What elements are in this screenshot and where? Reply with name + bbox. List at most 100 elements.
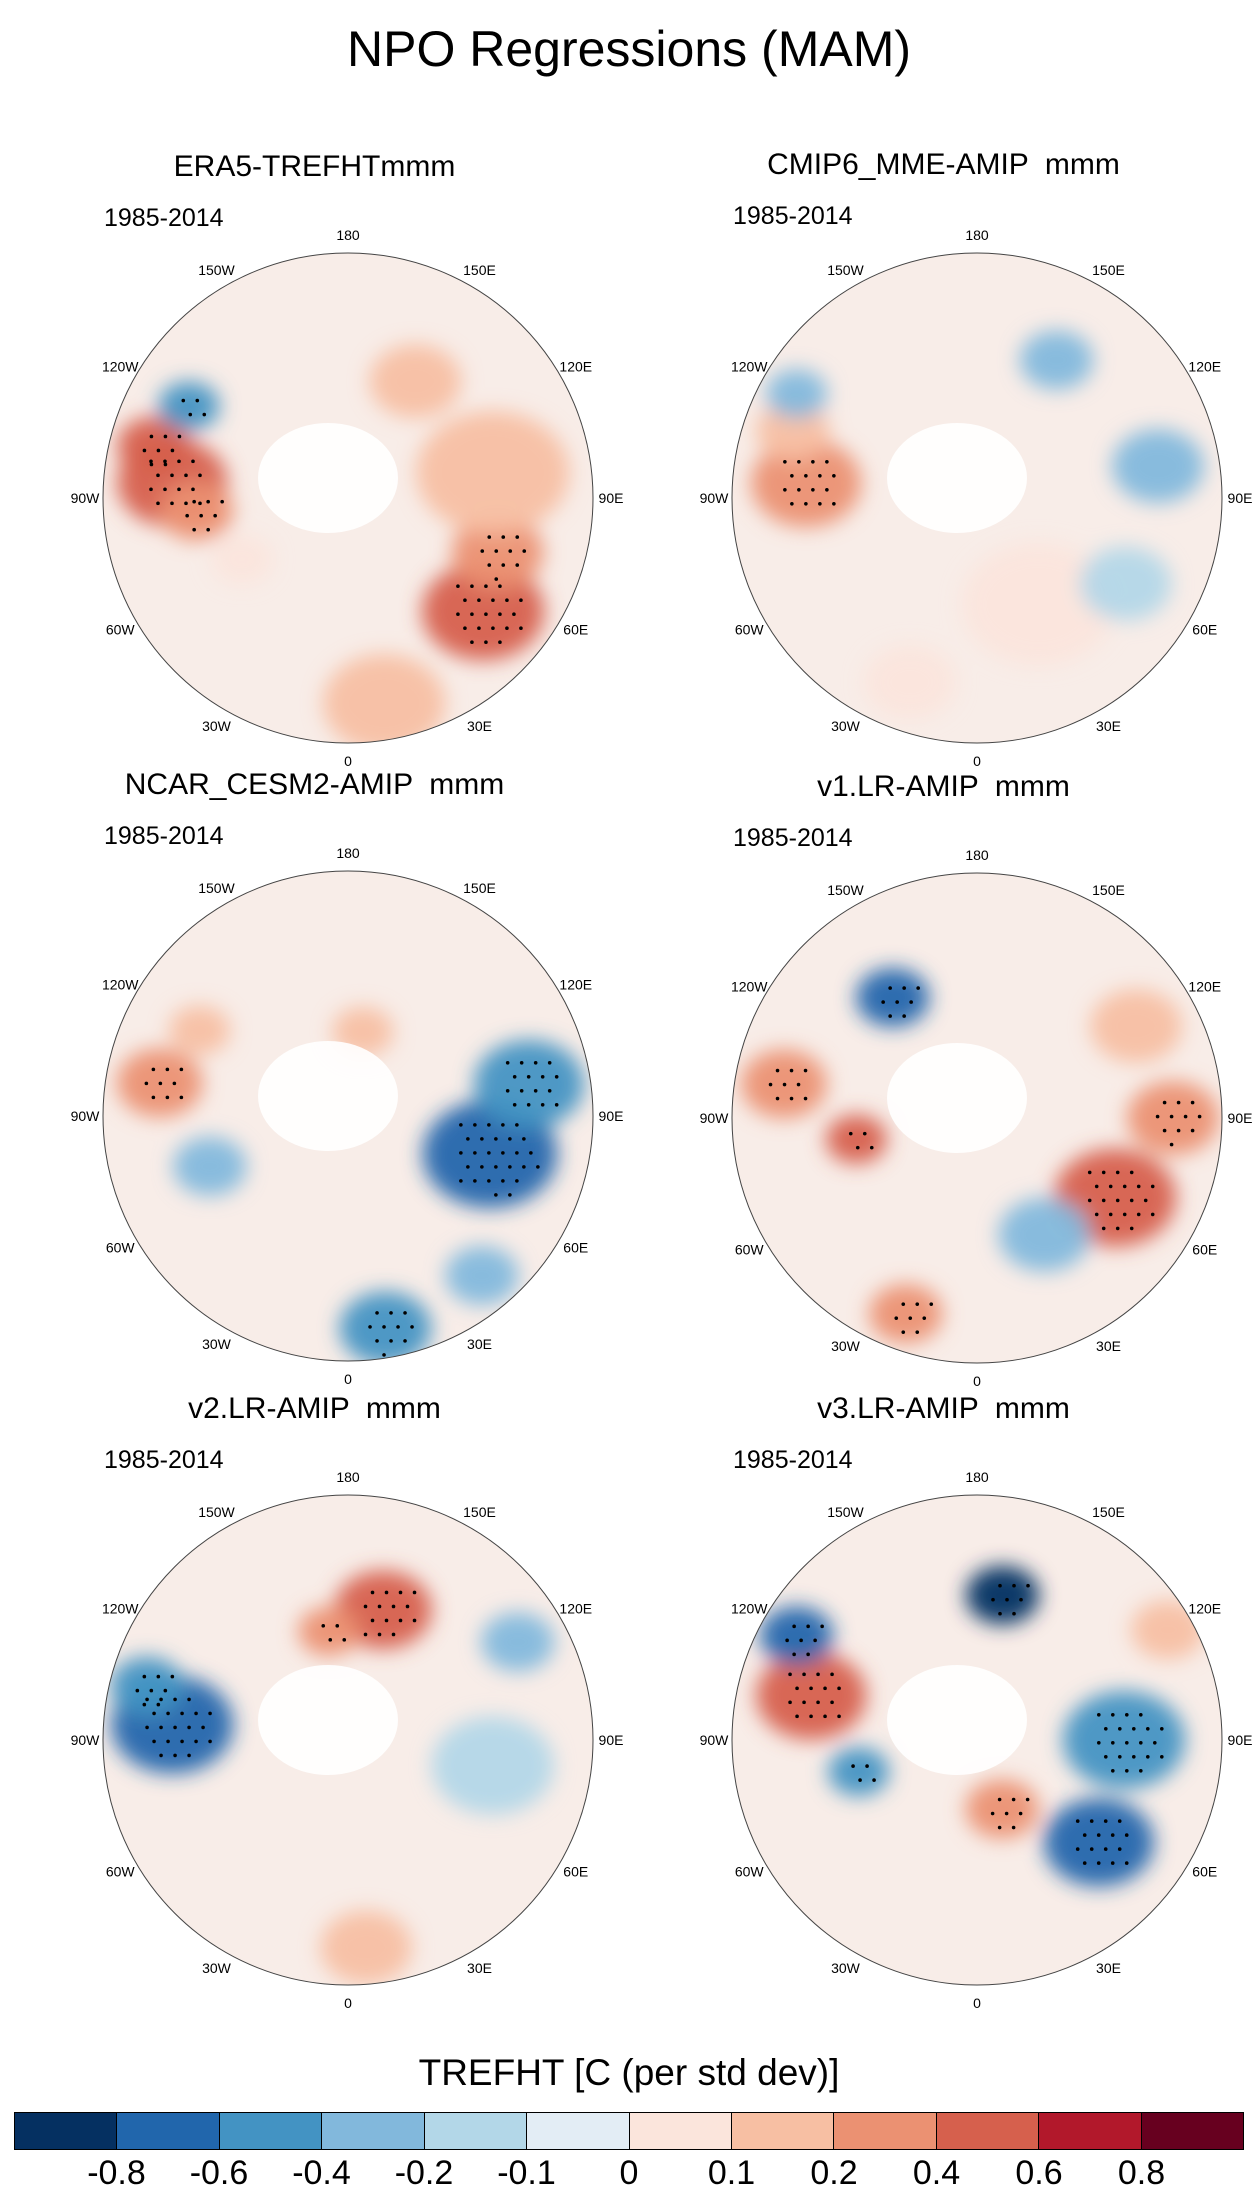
significance-dot [515, 563, 520, 567]
colorbar-swatch [527, 2113, 630, 2149]
significance-dot [1155, 1114, 1160, 1119]
longitude-label: 120W [731, 979, 768, 995]
significance-dot [519, 1089, 524, 1093]
significance-dot [487, 535, 492, 539]
anomaly-blob [369, 344, 462, 419]
significance-dot [180, 1739, 184, 1744]
significance-dot [342, 1638, 347, 1642]
significance-dot [501, 1123, 505, 1127]
colorbar-tick-label: 0.2 [810, 2154, 858, 2192]
significance-dot [1139, 1769, 1143, 1773]
significance-dot [199, 513, 203, 518]
significance-dot [202, 412, 207, 417]
longitude-label: 150E [1092, 882, 1125, 898]
polar-map: 180 150E 120E 90E 60E 30E 0 30W 60W 90W 120W 150W [700, 227, 1253, 768]
significance-dot [902, 986, 906, 990]
anomaly-blob [869, 1284, 943, 1344]
significance-dot [508, 549, 513, 553]
longitude-label: 90W [700, 1732, 730, 1748]
significance-dot [1089, 1819, 1094, 1823]
significance-dot [1103, 1847, 1108, 1851]
significance-dot [1019, 1597, 1023, 1602]
longitude-label: 150E [1092, 262, 1125, 278]
longitude-label: 30E [467, 1336, 492, 1352]
significance-dot [1108, 1212, 1113, 1217]
significance-dot [1176, 1128, 1181, 1133]
significance-dot [170, 448, 175, 453]
longitude-label: 60E [563, 1240, 588, 1256]
significance-dot [505, 1061, 510, 1065]
longitude-label: 60E [1192, 622, 1217, 638]
significance-dot [1011, 1797, 1016, 1802]
significance-dot [522, 549, 527, 553]
significance-dot [389, 1339, 393, 1343]
significance-dot [368, 1325, 372, 1329]
significance-dot [145, 1725, 149, 1730]
longitude-label: 150E [463, 1504, 496, 1520]
anomaly-blob [1019, 330, 1094, 390]
significance-dot [1176, 1100, 1181, 1105]
significance-dot [519, 626, 523, 630]
longitude-label: 120E [559, 1601, 592, 1617]
significance-dot [501, 1151, 505, 1155]
longitude-label: 150E [463, 880, 496, 896]
longitude-label: 180 [336, 227, 360, 243]
significance-dot [410, 1325, 414, 1329]
colorbar-tick-label: 0.8 [1117, 2154, 1166, 2192]
significance-dot [480, 549, 485, 553]
anomaly-blob [339, 1291, 432, 1361]
longitude-label: 120E [1188, 1601, 1221, 1617]
significance-dot [158, 1081, 163, 1086]
significance-dot [1108, 1184, 1113, 1189]
significance-dot [783, 487, 787, 492]
longitude-label: 150W [827, 882, 864, 898]
significance-dot [149, 459, 153, 464]
longitude-label: 60W [735, 622, 765, 638]
longitude-label: 30W [831, 718, 861, 734]
significance-dot [456, 584, 460, 588]
longitude-label: 60E [563, 622, 588, 638]
significance-dot [166, 1711, 170, 1716]
significance-dot [487, 1123, 491, 1127]
colorbar-tick-label: -0.8 [87, 2154, 146, 2192]
anomaly-blob [158, 381, 220, 431]
significance-dot [802, 1700, 806, 1705]
significance-dot [998, 1583, 1002, 1588]
longitude-label: 90W [700, 490, 730, 506]
significance-dot [473, 1179, 477, 1183]
panel-title: v3.LR-AMIP mmm [817, 1392, 1070, 1425]
significance-dot [1018, 1811, 1023, 1816]
significance-dot [498, 584, 502, 588]
significance-dot [811, 459, 815, 464]
colorbar-swatch [936, 2113, 1040, 2149]
significance-dot [851, 1764, 855, 1768]
longitude-label: 150W [198, 262, 235, 278]
significance-dot [177, 434, 182, 439]
significance-dot [782, 1082, 787, 1087]
significance-dot [498, 612, 502, 616]
significance-dot [888, 1014, 892, 1018]
longitude-label: 30W [831, 1338, 861, 1354]
significance-dot [792, 1652, 796, 1657]
anomaly-blob [473, 1039, 585, 1129]
colorbar-tick-label: 0 [619, 2154, 639, 2192]
significance-dot [173, 1753, 177, 1758]
significance-dot [156, 1674, 161, 1679]
significance-dot [173, 1725, 177, 1730]
significance-dot [804, 501, 808, 506]
longitude-label: 150W [198, 880, 235, 896]
panel-years: 1985-2014 [104, 204, 224, 232]
significance-dot [1125, 1741, 1129, 1745]
significance-dot [1162, 1100, 1167, 1105]
significance-dot [163, 1688, 168, 1693]
polar-map: 180 150E 120E 90E 60E 30E 0 30W 60W 90W 120W 150W [71, 227, 624, 769]
significance-dot [526, 1103, 531, 1107]
significance-dot [156, 448, 161, 453]
significance-dot [494, 1137, 498, 1141]
colorbar-tick-label: -0.4 [292, 2154, 351, 2192]
significance-dot [1146, 1727, 1150, 1731]
significance-dot [1125, 1713, 1129, 1717]
significance-dot [498, 640, 502, 644]
significance-dot [803, 1068, 808, 1073]
significance-dot [529, 1151, 533, 1155]
